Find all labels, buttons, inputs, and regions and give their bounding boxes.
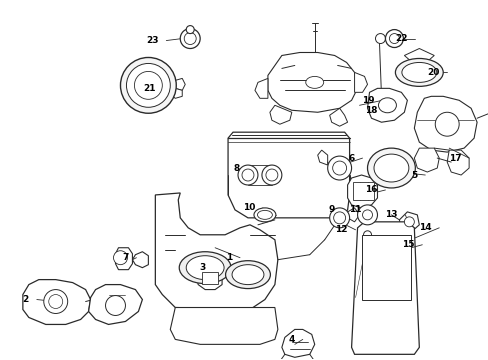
Circle shape [363, 231, 371, 239]
Text: 3: 3 [199, 263, 205, 272]
Circle shape [238, 165, 258, 185]
Circle shape [434, 112, 458, 136]
Circle shape [385, 30, 403, 48]
Ellipse shape [305, 76, 323, 88]
Text: 11: 11 [348, 206, 361, 215]
Polygon shape [254, 78, 267, 98]
Ellipse shape [373, 154, 408, 182]
Ellipse shape [378, 98, 396, 113]
Ellipse shape [186, 256, 224, 280]
Bar [202, 272, 218, 284]
Polygon shape [269, 105, 291, 124]
Text: 13: 13 [384, 210, 397, 219]
Polygon shape [155, 193, 277, 310]
Ellipse shape [395, 58, 442, 86]
Circle shape [105, 296, 125, 315]
Circle shape [388, 33, 399, 44]
Polygon shape [399, 212, 419, 232]
Text: 6: 6 [347, 154, 354, 163]
Ellipse shape [232, 265, 264, 285]
Circle shape [113, 251, 127, 265]
Circle shape [126, 63, 170, 107]
Circle shape [184, 32, 196, 45]
Circle shape [362, 210, 372, 220]
Text: 5: 5 [410, 171, 416, 180]
Text: 20: 20 [426, 68, 438, 77]
Polygon shape [404, 49, 433, 68]
Text: 22: 22 [394, 34, 407, 43]
Polygon shape [88, 285, 142, 324]
Polygon shape [413, 96, 476, 152]
Polygon shape [447, 150, 468, 175]
Bar [352, 182, 374, 200]
Circle shape [329, 208, 349, 228]
Ellipse shape [225, 261, 270, 289]
Polygon shape [367, 88, 407, 122]
Polygon shape [115, 248, 132, 270]
Polygon shape [227, 132, 349, 218]
Circle shape [262, 165, 281, 185]
Text: 16: 16 [364, 185, 377, 194]
Text: 8: 8 [233, 163, 240, 172]
Circle shape [44, 289, 67, 314]
Circle shape [375, 33, 385, 44]
Circle shape [357, 205, 377, 225]
Polygon shape [413, 148, 438, 172]
Text: 18: 18 [364, 106, 377, 115]
Text: 23: 23 [145, 36, 158, 45]
Ellipse shape [367, 148, 414, 188]
Polygon shape [175, 78, 185, 90]
Polygon shape [170, 88, 182, 98]
Text: 14: 14 [418, 223, 430, 232]
Circle shape [242, 169, 253, 181]
Text: 2: 2 [22, 295, 29, 304]
Polygon shape [347, 175, 377, 208]
Ellipse shape [401, 62, 436, 82]
Text: 17: 17 [447, 154, 460, 163]
Ellipse shape [257, 210, 272, 219]
Text: 15: 15 [401, 240, 413, 249]
Text: 12: 12 [334, 225, 347, 234]
Text: 10: 10 [242, 203, 254, 212]
Ellipse shape [179, 252, 230, 284]
Text: 4: 4 [288, 335, 294, 344]
Polygon shape [132, 252, 148, 268]
Polygon shape [196, 265, 222, 289]
Circle shape [180, 28, 200, 49]
Circle shape [333, 212, 345, 224]
Polygon shape [347, 208, 359, 222]
Circle shape [265, 169, 277, 181]
Polygon shape [329, 108, 347, 126]
Circle shape [186, 26, 194, 33]
Polygon shape [23, 280, 90, 324]
Polygon shape [354, 72, 367, 92]
Circle shape [327, 156, 351, 180]
Text: 7: 7 [122, 253, 128, 262]
Polygon shape [267, 53, 357, 112]
Polygon shape [317, 150, 327, 165]
Polygon shape [351, 222, 419, 354]
Circle shape [332, 161, 346, 175]
Circle shape [120, 58, 176, 113]
Circle shape [404, 217, 413, 227]
Polygon shape [170, 307, 277, 345]
Polygon shape [281, 329, 314, 357]
Text: 21: 21 [142, 84, 155, 93]
Circle shape [49, 294, 62, 309]
Circle shape [134, 71, 162, 99]
Text: 1: 1 [225, 253, 232, 262]
Bar [361, 235, 410, 300]
Ellipse shape [253, 208, 275, 222]
Text: 19: 19 [361, 96, 374, 105]
Text: 9: 9 [327, 206, 334, 215]
